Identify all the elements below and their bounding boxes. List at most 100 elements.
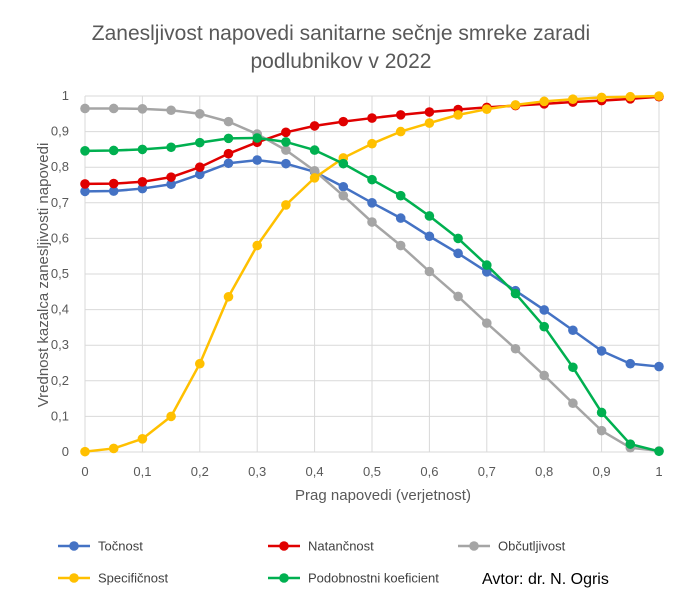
data-point [367, 113, 377, 123]
data-point [395, 110, 406, 120]
legend-swatch-marker [69, 541, 79, 551]
data-point [281, 137, 291, 147]
data-point [568, 362, 578, 373]
chart-title-line-2: podlubnikov v 2022 [251, 50, 432, 73]
author-annotation: Avtor: dr. N. Ogris [482, 571, 609, 588]
y-tick-label: 0,6 [51, 230, 69, 245]
data-point [367, 217, 377, 227]
data-point [223, 148, 234, 159]
x-tick-label: 0 [81, 464, 88, 479]
data-point [80, 103, 90, 114]
x-axis-ticks: 0 0,1 0,2 0,3 0,4 0,5 0,6 0,7 0,8 0,9 1 [81, 464, 662, 479]
legend-label: Natančnost [308, 539, 374, 554]
data-point [654, 446, 664, 457]
data-point [596, 346, 607, 356]
legend-label: Podobnostni koeficient [308, 571, 439, 586]
data-point [539, 305, 549, 315]
data-point [596, 425, 607, 436]
data-point [367, 138, 377, 149]
legend-swatch-marker [469, 541, 479, 551]
data-point [654, 91, 664, 101]
y-tick-label: 0,9 [51, 124, 69, 139]
data-point [367, 174, 377, 185]
data-point [453, 248, 463, 259]
data-point [166, 105, 176, 116]
legend-item: Podobnostni koeficient [268, 571, 439, 586]
data-point [166, 142, 176, 153]
legend-item: Natančnost [268, 539, 374, 554]
data-point [596, 407, 607, 418]
data-point [80, 146, 90, 156]
data-point [223, 116, 234, 127]
data-point [252, 155, 262, 165]
data-point [223, 158, 234, 169]
legend-item: Občutljivost [458, 539, 566, 554]
data-point [395, 213, 406, 223]
legend-item: Specifičnost [58, 571, 168, 586]
data-point [625, 439, 636, 449]
data-point [309, 121, 320, 131]
data-point [596, 92, 607, 103]
x-tick-label: 0,3 [248, 464, 266, 479]
data-point [137, 183, 148, 194]
x-tick-label: 0,4 [306, 464, 324, 479]
y-tick-label: 0,4 [51, 302, 69, 317]
data-point [424, 231, 435, 242]
data-point [338, 190, 349, 201]
data-point [137, 104, 148, 114]
series-4 [80, 133, 664, 457]
data-point [195, 162, 205, 172]
data-point [424, 118, 435, 128]
data-point [453, 233, 463, 244]
data-point [539, 96, 549, 107]
x-tick-label: 0,6 [420, 464, 438, 479]
legend-swatch-marker [279, 541, 289, 551]
series-layer [80, 91, 664, 457]
chart-title-line-1: Zanesljivost napovedi sanitarne sečnje s… [92, 22, 590, 45]
y-tick-label: 0,8 [51, 159, 69, 174]
x-tick-label: 0,5 [363, 464, 381, 479]
data-point [395, 126, 406, 137]
data-point [482, 104, 492, 114]
data-point [338, 116, 349, 127]
data-point [625, 91, 636, 102]
series-3 [80, 91, 664, 457]
data-point [137, 176, 148, 187]
data-point [80, 446, 90, 457]
data-point [281, 127, 291, 138]
x-tick-label: 0,7 [478, 464, 496, 479]
y-tick-label: 1 [62, 88, 69, 103]
x-tick-label: 0,9 [593, 464, 611, 479]
y-axis-ticks: 0 0,1 0,2 0,3 0,4 0,5 0,6 0,7 0,8 0,9 1 [51, 88, 69, 459]
data-point [108, 186, 119, 196]
data-point [281, 145, 291, 155]
data-point [568, 398, 578, 409]
data-point [309, 165, 320, 176]
y-tick-label: 0,7 [51, 195, 69, 210]
data-point [395, 240, 406, 251]
data-point [281, 200, 291, 210]
data-point [195, 358, 205, 369]
data-point [309, 145, 320, 155]
series-0 [80, 155, 664, 372]
data-point [309, 173, 320, 183]
data-point [108, 103, 119, 114]
legend-swatch-marker [69, 573, 79, 583]
data-point [568, 325, 578, 336]
data-point [510, 288, 521, 299]
data-point [424, 211, 435, 221]
data-point [80, 186, 90, 197]
x-axis-label: Prag napovedi (verjetnost) [295, 487, 471, 504]
data-point [166, 411, 176, 422]
data-point [424, 266, 435, 277]
data-point [195, 109, 205, 119]
legend-label: Točnost [98, 539, 143, 554]
data-point [108, 443, 119, 454]
data-point [108, 145, 119, 156]
data-point [108, 178, 119, 189]
data-point [424, 107, 435, 117]
x-tick-label: 0,2 [191, 464, 209, 479]
data-point [510, 343, 521, 354]
data-point [338, 181, 349, 192]
